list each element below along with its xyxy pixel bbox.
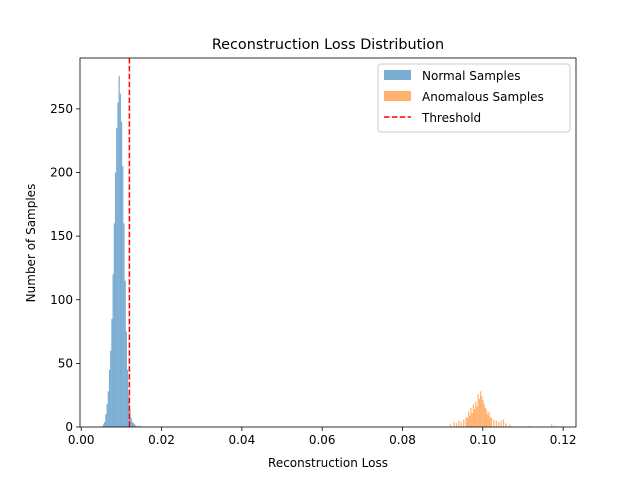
legend-anomalous-label: Anomalous Samples [422, 90, 544, 104]
normal-bar [118, 75, 120, 427]
anomalous-bar [489, 416, 491, 427]
y-tick-label: 100 [50, 293, 73, 307]
anomalous-bar [500, 420, 502, 427]
anomalous-bar [486, 410, 488, 427]
y-axis-ticks: 0 50 100 150 200 250 [50, 102, 80, 434]
normal-bar [135, 425, 137, 427]
anomalous-bar [467, 411, 470, 427]
normal-bar [111, 318, 113, 427]
normal-bar [123, 223, 125, 427]
normal-bar [104, 421, 106, 427]
anomalous-bar [505, 423, 507, 427]
normal-bar [119, 93, 121, 427]
normal-bar [124, 280, 126, 427]
anomalous-bar [481, 396, 483, 427]
legend-anomalous-swatch [384, 91, 411, 101]
x-tick-label: 0.04 [228, 433, 255, 447]
anomalous-bar [469, 415, 471, 427]
normal-bar [122, 166, 124, 427]
anomalous-bar [460, 421, 462, 427]
anomalous-bar [449, 424, 452, 427]
normal-bar [137, 425, 140, 427]
normal-bar [110, 350, 112, 427]
anomalous-bar [470, 407, 472, 427]
anomalous-bar [490, 418, 493, 427]
anomalous-bar [495, 420, 497, 427]
x-tick-label: 0.12 [550, 433, 577, 447]
anomalous-bar [480, 391, 482, 427]
anomalous-bar [529, 425, 531, 427]
anomalous-bar [554, 425, 556, 427]
anomalous-bar [472, 404, 474, 427]
x-axis-ticks: 0.00 0.02 0.04 0.06 0.08 0.10 0.12 [68, 427, 577, 447]
y-axis-label: Number of Samples [24, 184, 38, 303]
anomalous-bar [471, 413, 473, 427]
anomalous-bar [508, 424, 511, 427]
normal-bar [131, 421, 134, 427]
anomalous-bar [463, 419, 465, 427]
anomalous-bar [511, 425, 513, 427]
legend-threshold-label: Threshold [421, 111, 481, 125]
x-tick-label: 0.10 [469, 433, 496, 447]
normal-bar [130, 418, 132, 427]
x-tick-label: 0.06 [309, 433, 336, 447]
normal-bar [106, 404, 108, 427]
normal-bar [113, 223, 115, 427]
anomalous-bar [475, 401, 477, 427]
axes-frame [79, 57, 577, 428]
anomalous-bar [487, 414, 489, 427]
y-tick-label: 200 [50, 166, 73, 180]
anomalous-bar [483, 404, 485, 427]
anomalous-bar [453, 421, 455, 427]
anomalous-bar [465, 416, 467, 427]
anomalous-bar [551, 424, 553, 427]
anomalous-bar [482, 400, 484, 427]
normal-bar [114, 172, 117, 427]
normal-bar [112, 274, 114, 427]
anomalous-bar [478, 399, 481, 427]
legend-normal-swatch [384, 70, 411, 80]
anomalous-bar [484, 407, 487, 427]
anomalous-bar [498, 421, 500, 427]
anomalous-bar [477, 393, 479, 427]
anomalous-bar [466, 418, 468, 427]
normal-bar [108, 369, 111, 427]
anomalous-bar [502, 419, 505, 427]
legend-box [377, 63, 571, 133]
anomalous-bar [455, 423, 458, 427]
normal-bar [116, 127, 118, 427]
x-tick-label: 0.02 [148, 433, 175, 447]
legend-normal-label: Normal Samples [422, 69, 520, 83]
normal-bar [134, 424, 136, 427]
normal-bar [120, 121, 123, 428]
y-tick-label: 150 [50, 229, 73, 243]
anomalous-bar [476, 406, 478, 427]
normal-bar [125, 331, 127, 427]
normal-bar [117, 102, 119, 427]
normal-bar [140, 425, 142, 427]
anomalous-bar [493, 419, 495, 427]
y-tick-label: 0 [65, 420, 73, 434]
x-tick-label: 0.00 [68, 433, 95, 447]
anomalous-bar [458, 420, 460, 427]
anomalous-bar [473, 409, 476, 427]
normal-bar [126, 369, 129, 427]
legend: Normal Samples Anomalous Samples Thresho… [377, 63, 571, 133]
anomalous-bar [488, 411, 490, 427]
normal-bar [105, 414, 107, 427]
y-tick-label: 50 [58, 356, 73, 370]
x-axis-label: Reconstruction Loss [268, 456, 388, 470]
normal-bar [133, 423, 135, 427]
normal-bar [102, 424, 105, 427]
x-tick-label: 0.08 [389, 433, 416, 447]
y-tick-label: 250 [50, 102, 73, 116]
normal-bar [107, 391, 109, 427]
chart-title: Reconstruction Loss Distribution [212, 37, 444, 53]
